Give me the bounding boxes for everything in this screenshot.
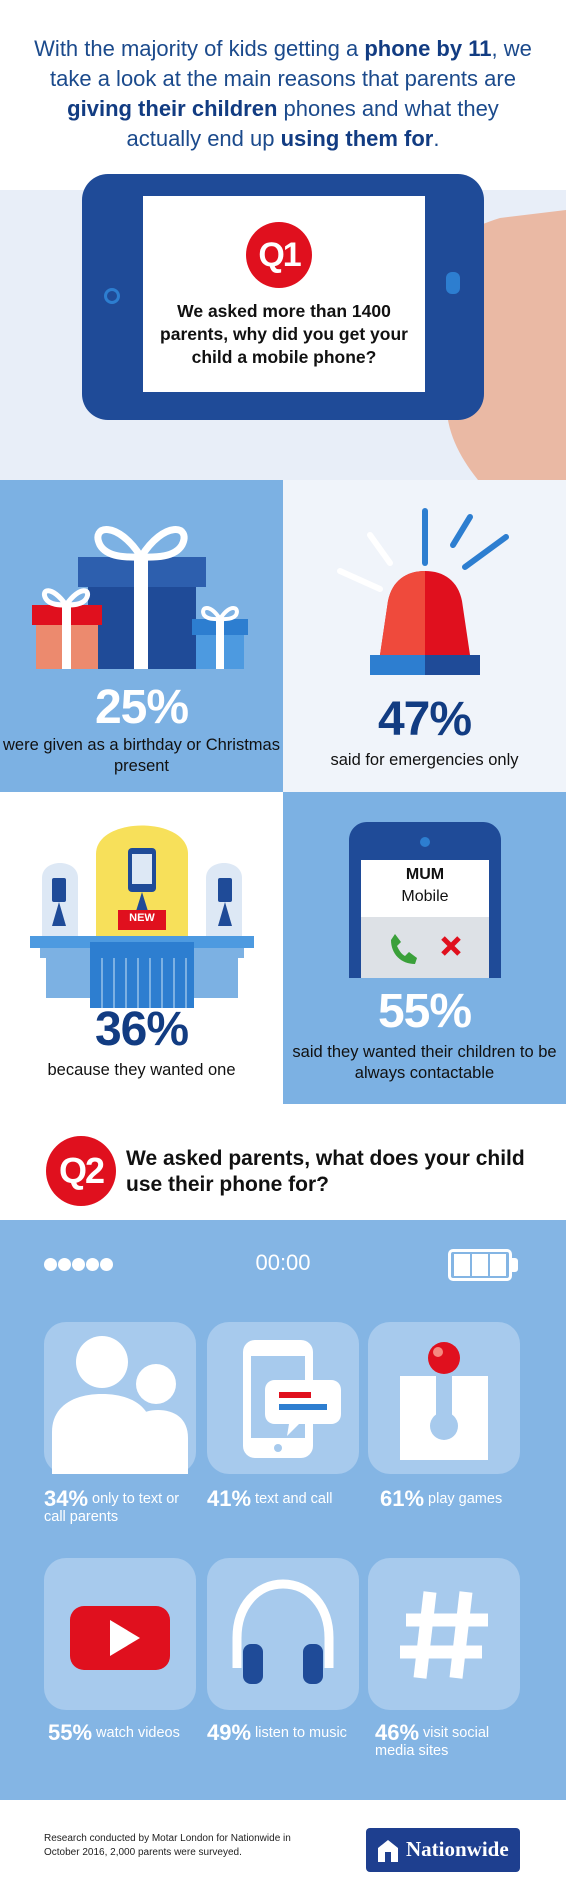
- nationwide-house-icon: [378, 1840, 398, 1862]
- headline: With the majority of kids getting a phon…: [30, 34, 536, 154]
- headphones-icon: [232, 1579, 334, 1684]
- headline-bold: using them for: [280, 126, 434, 151]
- reason-caption: were given as a birthday or Christmas pr…: [3, 736, 280, 775]
- battery-icon: [448, 1249, 512, 1281]
- q2-badge: Q2: [46, 1136, 116, 1206]
- reason-percent: 25%: [94, 681, 189, 734]
- usage-label: 41% text and call: [207, 1488, 367, 1510]
- app-tile-videos: [44, 1558, 196, 1710]
- hashtag-icon: [400, 1591, 488, 1679]
- app-tile-music: [207, 1558, 359, 1710]
- header: [0, 0, 566, 190]
- joystick-icon: [400, 1342, 488, 1460]
- headline-text: , we take a look at the main reasons tha…: [50, 36, 532, 91]
- signal-dot-icon: [86, 1258, 99, 1271]
- usage-label: 49% listen to music: [207, 1722, 367, 1744]
- headline-text: phones and what they actually end up: [126, 96, 499, 151]
- parents-icon: [52, 1336, 188, 1474]
- q1-question: We asked more than 1400 parents, why did…: [160, 301, 408, 367]
- app-tile-games: [368, 1322, 520, 1474]
- q2-question: We asked parents, what does your child u…: [126, 1147, 525, 1196]
- caller-subtitle: Mobile: [401, 888, 449, 905]
- new-phone-display-icon: [30, 825, 254, 1008]
- usage-percent: 55%: [48, 1720, 93, 1745]
- usage-percent: 46%: [375, 1720, 420, 1745]
- usage-label: 61% play games: [380, 1488, 540, 1510]
- incoming-call-icon: [349, 822, 501, 978]
- battery-cell: [472, 1254, 488, 1276]
- battery-tip-icon: [512, 1258, 518, 1272]
- phone-message-icon: [243, 1340, 341, 1458]
- usage-percent: 41%: [207, 1486, 252, 1511]
- caller-name: MUM: [405, 866, 445, 883]
- usage-label: 55% watch videos: [48, 1722, 208, 1744]
- usage-text: watch videos: [96, 1725, 180, 1741]
- side-button-icon: [446, 272, 460, 294]
- gift-boxes-icon: [32, 526, 248, 669]
- usage-text: visit social media sites: [375, 1725, 490, 1759]
- usage-text: text and call: [255, 1491, 333, 1507]
- app-tile-social: [368, 1558, 520, 1710]
- battery-cell: [454, 1254, 470, 1276]
- home-button-icon: [104, 288, 120, 304]
- headline-text: .: [433, 126, 440, 151]
- battery-cell: [490, 1254, 506, 1276]
- q1-badge: Q1: [246, 222, 312, 288]
- signal-dot-icon: [58, 1258, 71, 1271]
- reason-percent: 47%: [377, 693, 472, 746]
- status-clock: 00:00: [255, 1250, 311, 1275]
- signal-dot-icon: [44, 1258, 57, 1271]
- headline-bold: giving their children: [67, 96, 278, 121]
- siren-icon: [337, 508, 509, 675]
- usage-text: play games: [428, 1491, 503, 1507]
- logo-text: Nationwide: [406, 1837, 509, 1861]
- app-tile-text-call: [207, 1322, 359, 1474]
- new-badge: NEW: [129, 912, 155, 924]
- app-tile-parents: [44, 1322, 196, 1474]
- video-play-icon: [70, 1606, 170, 1670]
- usage-percent: 49%: [207, 1720, 252, 1745]
- headline-text: With the majority of kids getting a: [34, 36, 365, 61]
- usage-text: only to text or call parents: [44, 1491, 180, 1525]
- headline-bold: phone by 11: [364, 36, 492, 61]
- reason-percent: 36%: [94, 1003, 189, 1056]
- signal-dot-icon: [72, 1258, 85, 1271]
- usage-label: 34% only to text or call parents: [44, 1488, 204, 1526]
- reason-caption: because they wanted one: [47, 1061, 236, 1079]
- usage-percent: 34%: [44, 1486, 89, 1511]
- usage-percent: 61%: [380, 1486, 425, 1511]
- usage-text: listen to music: [255, 1725, 347, 1741]
- usage-label: 46% visit social media sites: [375, 1722, 525, 1760]
- reason-caption: said for emergencies only: [330, 751, 519, 769]
- research-footnote: Research conducted by Motar London for N…: [44, 1833, 291, 1858]
- nationwide-logo: [366, 1828, 520, 1872]
- reason-percent: 55%: [377, 985, 472, 1038]
- signal-dot-icon: [100, 1258, 113, 1271]
- reason-caption: said they wanted their children to be al…: [292, 1043, 557, 1082]
